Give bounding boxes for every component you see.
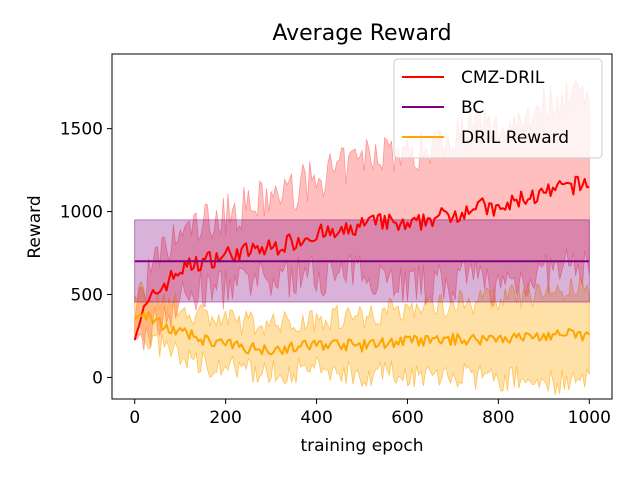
y-tick-label: 1000 xyxy=(60,203,103,223)
x-tick-label: 400 xyxy=(300,408,332,428)
series-lines xyxy=(133,175,591,356)
axes-frame xyxy=(111,53,613,400)
y-tick-label: 500 xyxy=(71,286,103,306)
x-tick-label: 1000 xyxy=(568,408,611,428)
y-tick-label: 0 xyxy=(92,368,103,388)
chart-title: Average Reward xyxy=(272,21,451,46)
x-tick-label: 0 xyxy=(129,408,140,428)
x-tick-label: 800 xyxy=(482,408,514,428)
y-axis: 0 500 1000 1500 xyxy=(60,120,112,388)
x-tick-label: 200 xyxy=(209,408,241,428)
legend: CMZ-DRIL BC DRIL Reward xyxy=(393,58,603,159)
x-axis-label: training epoch xyxy=(300,436,423,456)
legend-box xyxy=(393,58,603,159)
legend-label-cmz-dril: CMZ-DRIL xyxy=(461,68,545,88)
y-axis-label: Reward xyxy=(25,195,45,258)
x-tick-label: 600 xyxy=(391,408,423,428)
y-tick-label: 1500 xyxy=(60,120,103,140)
x-axis: 0 200 400 600 800 1000 xyxy=(129,399,611,428)
line-cmz-dril xyxy=(133,175,590,341)
legend-label-dril-reward: DRIL Reward xyxy=(461,128,569,148)
band-dril-reward xyxy=(134,275,590,395)
line-dril-reward xyxy=(134,311,591,356)
legend-label-bc: BC xyxy=(461,98,484,118)
